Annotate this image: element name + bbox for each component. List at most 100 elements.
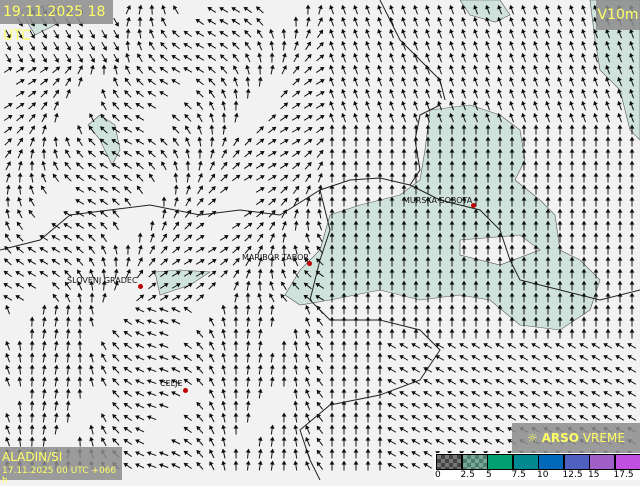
wind-arrow-head bbox=[460, 440, 463, 443]
wind-arrow-head bbox=[78, 306, 81, 309]
wind-arrow-head bbox=[32, 126, 35, 129]
wind-arrow-head bbox=[306, 354, 309, 357]
wind-arrow-head bbox=[150, 6, 153, 9]
wind-arrow-head bbox=[116, 23, 119, 26]
wind-arrow-head bbox=[273, 140, 276, 143]
wind-arrow-head bbox=[259, 378, 262, 381]
wind-arrow-head bbox=[247, 270, 250, 273]
wind-arrow-head bbox=[321, 104, 324, 107]
wind-arrow-head bbox=[319, 18, 322, 21]
wind-arrow-head bbox=[55, 426, 58, 429]
wind-arrow-head bbox=[88, 176, 91, 179]
wind-arrow-head bbox=[582, 258, 585, 261]
wind-arrow-head bbox=[16, 272, 19, 275]
wind-arrow-head bbox=[259, 342, 262, 345]
wind-arrow-head bbox=[342, 114, 345, 117]
wind-arrow-head bbox=[438, 6, 441, 9]
wind-arrow-head bbox=[210, 114, 213, 117]
wind-arrow-head bbox=[508, 416, 511, 419]
wind-arrow-head bbox=[31, 366, 34, 369]
wind-arrow-head bbox=[18, 378, 21, 381]
wind-arrow-head bbox=[139, 258, 142, 261]
wind-arrow-head bbox=[522, 30, 525, 33]
wind-arrow-head bbox=[484, 416, 487, 419]
wind-arrow-head bbox=[378, 438, 381, 441]
wind-arrow-head bbox=[354, 114, 357, 117]
wind-arrow-head bbox=[78, 438, 81, 441]
wind-arrow-head bbox=[378, 318, 381, 321]
wind-arrow-head bbox=[136, 344, 139, 347]
wind-arrow-head bbox=[402, 102, 405, 105]
wind-arrow-head bbox=[222, 102, 225, 105]
wind-arrow-head bbox=[342, 378, 345, 381]
wind-arrow-head bbox=[582, 78, 585, 81]
wind-arrow-head bbox=[496, 368, 499, 371]
wind-arrow-head bbox=[6, 426, 9, 429]
wind-arrow-head bbox=[630, 222, 633, 225]
wind-arrow-head bbox=[261, 176, 264, 179]
wind-arrow-head bbox=[594, 162, 597, 165]
wind-arrow-head bbox=[498, 66, 501, 69]
wind-arrow-head bbox=[520, 416, 523, 419]
wind-arrow-head bbox=[460, 428, 463, 431]
wind-arrow-head bbox=[43, 366, 46, 369]
wind-arrow-head bbox=[342, 438, 345, 441]
wind-arrow-head bbox=[414, 162, 417, 165]
wind-arrow-head bbox=[247, 342, 250, 345]
arso-logo: ☼ ARSO VREME bbox=[512, 423, 640, 453]
wind-arrow-head bbox=[234, 306, 237, 309]
wind-arrow-head bbox=[259, 462, 262, 465]
wind-arrow-head bbox=[450, 6, 453, 9]
wind-arrow-head bbox=[510, 102, 513, 105]
wind-arrow-head bbox=[223, 126, 226, 129]
wind-arrow-head bbox=[604, 344, 607, 347]
wind-arrow-head bbox=[213, 260, 216, 263]
wind-arrow-head bbox=[246, 78, 249, 81]
wind-arrow-head bbox=[295, 222, 298, 225]
wind-arrow-head bbox=[18, 366, 21, 369]
wind-arrow-head bbox=[354, 426, 357, 429]
wind-arrow-head bbox=[342, 306, 345, 309]
wind-arrow-head bbox=[592, 404, 595, 407]
wind-arrow-head bbox=[126, 66, 129, 69]
wind-arrow-head bbox=[378, 90, 381, 93]
wind-arrow-head bbox=[198, 126, 201, 129]
wind-arrow-head bbox=[160, 92, 163, 95]
legend-tick: 10 bbox=[537, 470, 548, 480]
wind-arrow-head bbox=[294, 330, 297, 333]
wind-arrow-head bbox=[498, 42, 501, 45]
wind-arrow-head bbox=[580, 380, 583, 383]
wind-arrow-head bbox=[630, 174, 633, 177]
wind-arrow-head bbox=[294, 366, 297, 369]
wind-arrow-head bbox=[67, 354, 70, 357]
wind-arrow-head bbox=[52, 260, 55, 263]
wind-arrow-head bbox=[570, 6, 573, 9]
wind-arrow-head bbox=[366, 450, 369, 453]
wind-arrow-head bbox=[308, 42, 311, 45]
wind-arrow-head bbox=[342, 66, 345, 69]
wind-arrow-head bbox=[330, 306, 333, 309]
wind-arrow-head bbox=[580, 344, 583, 347]
wind-arrow-head bbox=[498, 102, 501, 105]
wind-arrow-head bbox=[330, 330, 333, 333]
wind-arrow-head bbox=[283, 42, 286, 45]
wind-arrow-head bbox=[462, 102, 465, 105]
wind-arrow-head bbox=[520, 392, 523, 395]
wind-arrow-head bbox=[378, 426, 381, 429]
wind-arrow-head bbox=[378, 102, 381, 105]
wind-arrow-head bbox=[474, 102, 477, 105]
wind-arrow-head bbox=[448, 440, 451, 443]
city-label-slovenj-gradec: SLOVENJ GRADEC bbox=[67, 276, 138, 285]
wind-arrow-head bbox=[534, 126, 537, 129]
wind-arrow-head bbox=[498, 318, 501, 321]
wind-arrow-head bbox=[580, 356, 583, 359]
wind-arrow-head bbox=[31, 150, 34, 153]
wind-arrow-head bbox=[224, 150, 227, 153]
wind-arrow-head bbox=[474, 318, 477, 321]
wind-arrow-head bbox=[450, 54, 453, 57]
wind-arrow-head bbox=[378, 294, 381, 297]
wind-arrow-head bbox=[354, 306, 357, 309]
wind-arrow-head bbox=[163, 198, 166, 201]
wind-arrow-head bbox=[162, 6, 165, 9]
wind-arrow-head bbox=[426, 66, 429, 69]
